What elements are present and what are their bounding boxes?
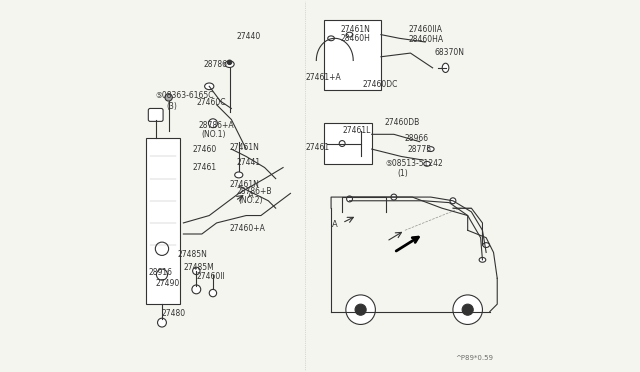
Text: (NO.2): (NO.2) [239,196,263,205]
Circle shape [209,119,218,128]
Text: 68370N: 68370N [435,48,465,57]
Text: A: A [248,191,253,200]
Text: 27460+A: 27460+A [230,224,266,233]
Text: (1): (1) [397,169,408,177]
Text: 28786+B: 28786+B [237,187,273,196]
Bar [324,20,381,90]
Text: 27460C: 27460C [196,99,226,108]
Text: 28786+A: 28786+A [198,121,234,129]
Ellipse shape [328,36,334,41]
Text: 27461: 27461 [193,163,217,172]
Text: 28786: 28786 [204,60,228,69]
Text: 27460: 27460 [193,145,217,154]
Ellipse shape [483,243,490,247]
Ellipse shape [479,257,486,262]
Bar [324,123,372,164]
Ellipse shape [428,147,434,151]
Bar [147,138,180,304]
Text: 27461N: 27461N [230,180,259,189]
Text: ^P89*0.59: ^P89*0.59 [456,355,493,361]
Text: 27490: 27490 [156,279,180,288]
Circle shape [391,194,397,200]
Circle shape [157,318,166,327]
Text: 28966: 28966 [404,134,428,143]
Circle shape [347,196,353,202]
Ellipse shape [235,172,243,178]
Text: 27461+A: 27461+A [306,73,342,81]
Ellipse shape [424,161,430,166]
Text: ⑤08513-51242: ⑤08513-51242 [386,158,444,168]
Circle shape [339,141,345,147]
Circle shape [462,304,473,315]
Ellipse shape [346,32,353,37]
Text: 27460DC: 27460DC [362,80,398,89]
Circle shape [450,198,456,204]
Text: 27461N: 27461N [230,143,259,152]
Circle shape [453,295,483,324]
Text: 28460H: 28460H [340,34,370,43]
Text: 27480: 27480 [161,309,186,318]
Ellipse shape [442,63,449,73]
Text: 27485M: 27485M [184,263,214,272]
Text: 28460HA: 28460HA [408,35,444,44]
Text: 28916: 28916 [148,268,172,277]
Circle shape [156,242,168,256]
Text: 27461L: 27461L [343,126,371,135]
Ellipse shape [205,83,214,90]
Text: (NO.1): (NO.1) [202,130,227,139]
Text: 28775: 28775 [408,145,432,154]
Text: 27460DB: 27460DB [385,118,420,127]
Text: A: A [332,220,338,229]
FancyBboxPatch shape [148,109,163,121]
Text: 27460IIA: 27460IIA [408,25,443,33]
Circle shape [165,94,172,101]
Ellipse shape [225,61,234,67]
Text: 27461N: 27461N [340,25,370,33]
Circle shape [227,60,232,64]
Circle shape [209,289,216,297]
Text: 27441: 27441 [237,157,261,167]
Text: 27440: 27440 [237,32,261,41]
Text: 27460II: 27460II [196,272,225,281]
Circle shape [192,285,201,294]
Circle shape [193,267,200,275]
Text: ⑤08363-6165C: ⑤08363-6165C [156,91,214,100]
Text: 27485N: 27485N [178,250,208,259]
Text: (3): (3) [167,102,178,111]
Circle shape [156,269,168,280]
Circle shape [355,304,366,315]
Circle shape [346,295,376,324]
Text: 27461: 27461 [306,143,330,152]
